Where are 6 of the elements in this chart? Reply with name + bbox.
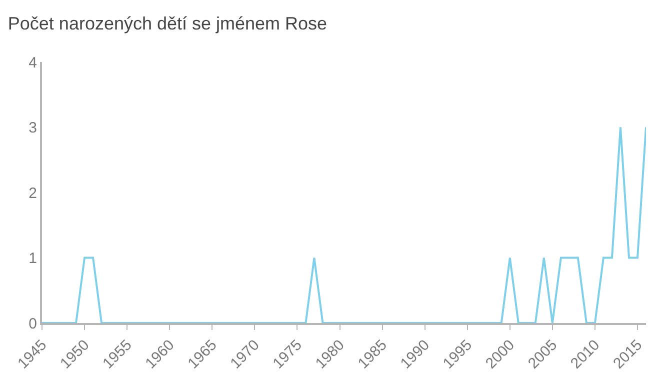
y-tick-label: 2	[28, 184, 37, 202]
y-tick-label: 0	[28, 315, 37, 332]
y-tick-label: 1	[28, 250, 37, 267]
y-tick-label: 3	[28, 120, 37, 136]
chart-title: Počet narozených dětí se jménem Rose	[8, 13, 328, 34]
y-tick-label: 4	[28, 54, 37, 72]
